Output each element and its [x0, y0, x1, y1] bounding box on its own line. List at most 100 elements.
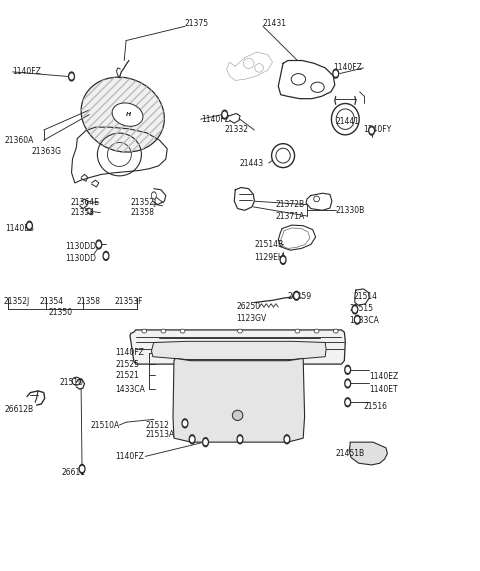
- Ellipse shape: [369, 126, 374, 135]
- Text: 1140ES: 1140ES: [5, 224, 34, 233]
- Ellipse shape: [345, 379, 350, 388]
- Ellipse shape: [284, 435, 290, 444]
- Ellipse shape: [112, 103, 143, 126]
- Ellipse shape: [70, 74, 73, 79]
- Ellipse shape: [105, 254, 108, 258]
- Ellipse shape: [238, 329, 242, 333]
- Ellipse shape: [26, 221, 32, 230]
- Ellipse shape: [345, 365, 350, 374]
- Ellipse shape: [79, 464, 85, 473]
- Text: 21354: 21354: [40, 297, 64, 306]
- Text: 1140FY: 1140FY: [363, 126, 392, 135]
- Ellipse shape: [180, 329, 185, 333]
- Ellipse shape: [153, 193, 156, 198]
- Text: 26612B: 26612B: [4, 405, 34, 414]
- Ellipse shape: [223, 112, 226, 117]
- Polygon shape: [349, 442, 387, 465]
- Text: 21332: 21332: [225, 126, 249, 135]
- Text: 21358: 21358: [131, 208, 155, 217]
- Text: 1140ET: 1140ET: [369, 385, 398, 393]
- Ellipse shape: [232, 410, 243, 420]
- Ellipse shape: [311, 82, 324, 93]
- Text: 21353F: 21353F: [115, 297, 143, 306]
- Text: 21354: 21354: [70, 208, 94, 217]
- Text: 1140FZ: 1140FZ: [116, 452, 144, 461]
- Ellipse shape: [280, 255, 286, 264]
- Ellipse shape: [237, 435, 243, 444]
- Text: 1140FZ: 1140FZ: [12, 67, 42, 77]
- Ellipse shape: [28, 223, 31, 228]
- Text: 21525: 21525: [116, 360, 140, 369]
- Ellipse shape: [182, 419, 188, 428]
- Ellipse shape: [333, 69, 338, 78]
- Ellipse shape: [183, 421, 187, 426]
- Ellipse shape: [295, 329, 300, 333]
- Ellipse shape: [203, 438, 208, 447]
- Ellipse shape: [334, 71, 337, 76]
- Ellipse shape: [314, 329, 319, 333]
- Text: H: H: [126, 112, 131, 117]
- Text: 21364E: 21364E: [70, 198, 99, 207]
- Text: 1140FZ: 1140FZ: [333, 63, 362, 73]
- Ellipse shape: [239, 437, 241, 442]
- Text: 1130DD: 1130DD: [65, 254, 96, 263]
- Text: 1140EZ: 1140EZ: [369, 372, 398, 381]
- Text: 21360A: 21360A: [4, 136, 34, 145]
- Text: 21513A: 21513A: [145, 430, 175, 439]
- Text: 21352J: 21352J: [131, 198, 157, 207]
- Text: 21352J: 21352J: [3, 297, 29, 306]
- Text: 21330B: 21330B: [336, 206, 365, 215]
- Text: 21451B: 21451B: [336, 449, 365, 458]
- Text: 1129EH: 1129EH: [254, 252, 284, 262]
- Text: 21443: 21443: [240, 159, 264, 167]
- Text: 21441: 21441: [336, 117, 360, 126]
- Ellipse shape: [191, 437, 194, 442]
- Ellipse shape: [204, 440, 207, 445]
- Ellipse shape: [281, 258, 285, 262]
- Text: 21510: 21510: [59, 378, 83, 387]
- Ellipse shape: [370, 128, 373, 133]
- Text: 21375: 21375: [185, 19, 209, 28]
- Text: 1130DD: 1130DD: [65, 242, 96, 251]
- Ellipse shape: [356, 317, 359, 322]
- Text: 21521: 21521: [116, 371, 139, 380]
- Ellipse shape: [346, 381, 349, 386]
- Ellipse shape: [285, 437, 288, 442]
- Ellipse shape: [97, 242, 100, 247]
- Text: 21512: 21512: [145, 421, 169, 429]
- Text: 21350: 21350: [48, 308, 72, 317]
- Text: 21358: 21358: [76, 297, 100, 306]
- Ellipse shape: [81, 467, 84, 471]
- Ellipse shape: [81, 77, 164, 152]
- Text: 21510A: 21510A: [91, 421, 120, 429]
- Ellipse shape: [294, 291, 300, 300]
- Text: 21515: 21515: [349, 304, 373, 313]
- Text: 26259: 26259: [288, 292, 312, 301]
- Ellipse shape: [353, 307, 357, 312]
- Text: 21431: 21431: [263, 19, 287, 28]
- Ellipse shape: [189, 435, 195, 444]
- Text: 1123GV: 1123GV: [236, 314, 266, 323]
- Ellipse shape: [103, 251, 109, 260]
- Polygon shape: [130, 330, 345, 364]
- Ellipse shape: [142, 329, 147, 333]
- Text: 21363G: 21363G: [32, 147, 62, 156]
- Ellipse shape: [295, 293, 298, 298]
- Text: 21514: 21514: [354, 292, 378, 301]
- Polygon shape: [173, 359, 305, 442]
- Ellipse shape: [346, 400, 349, 405]
- Ellipse shape: [96, 240, 102, 249]
- Text: 21516: 21516: [363, 402, 387, 411]
- Polygon shape: [152, 341, 326, 360]
- Text: 1140FZ: 1140FZ: [201, 115, 229, 124]
- Ellipse shape: [272, 144, 295, 168]
- Ellipse shape: [354, 315, 360, 324]
- Ellipse shape: [345, 398, 350, 407]
- Ellipse shape: [69, 72, 74, 81]
- Text: 21514B: 21514B: [254, 240, 284, 249]
- Text: 26611: 26611: [62, 468, 86, 477]
- Text: 1140FZ: 1140FZ: [116, 348, 144, 357]
- Text: 26250: 26250: [236, 302, 260, 311]
- Ellipse shape: [291, 74, 306, 85]
- Ellipse shape: [331, 103, 359, 135]
